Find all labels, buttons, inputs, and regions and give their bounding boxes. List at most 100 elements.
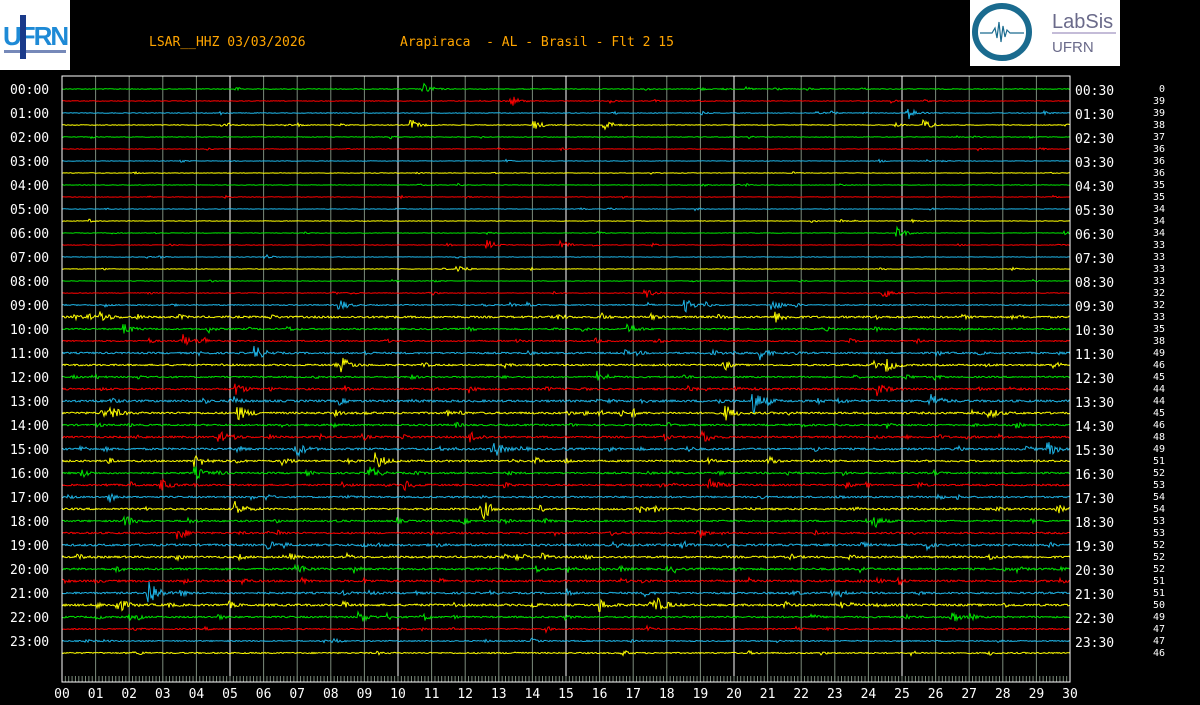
trace-row xyxy=(61,610,1071,622)
row-time-label-left: 18:00 xyxy=(10,515,49,530)
row-count: 51 xyxy=(1153,588,1165,599)
row-count: 49 xyxy=(1153,348,1165,359)
trace-row xyxy=(61,515,1071,529)
row-time-label-left: 05:00 xyxy=(10,203,49,218)
row-count: 44 xyxy=(1153,384,1165,395)
row-time-label-right: 18:30 xyxy=(1075,516,1114,531)
row-time-label-left: 16:00 xyxy=(10,467,49,482)
row-time-label-left: 23:00 xyxy=(10,635,49,650)
row-time-label-right: 06:30 xyxy=(1075,228,1114,243)
row-time-label-left: 09:00 xyxy=(10,299,49,314)
row-count: 44 xyxy=(1153,396,1165,407)
x-tick-label: 12 xyxy=(457,687,473,702)
row-count: 33 xyxy=(1153,312,1165,323)
row-count: 54 xyxy=(1153,492,1165,503)
row-count: 48 xyxy=(1153,432,1165,443)
row-time-label-left: 07:00 xyxy=(10,251,49,266)
x-tick-label: 19 xyxy=(693,687,709,702)
labsis-logo: LabSis UFRN xyxy=(970,0,1120,66)
trace-row xyxy=(61,576,1071,587)
row-time-label-right: 21:30 xyxy=(1075,588,1114,603)
row-count: 52 xyxy=(1153,540,1165,551)
row-count: 46 xyxy=(1153,360,1165,371)
x-tick-label: 21 xyxy=(760,687,776,702)
x-tick-label: 27 xyxy=(961,687,977,702)
plot-frame xyxy=(61,75,1071,683)
row-time-label-right: 03:30 xyxy=(1075,156,1114,171)
trace-row xyxy=(61,597,1071,612)
trace-row xyxy=(61,225,1071,237)
row-count: 32 xyxy=(1153,288,1165,299)
trace-row xyxy=(61,649,1071,657)
row-count: 35 xyxy=(1153,192,1165,203)
labsis-sub: UFRN xyxy=(1052,39,1094,56)
trace-row xyxy=(62,182,1071,188)
row-time-label-left: 19:00 xyxy=(10,539,49,554)
row-time-label-right: 11:30 xyxy=(1075,348,1114,363)
trace-row xyxy=(61,637,1071,644)
row-count: 52 xyxy=(1153,552,1165,563)
row-count: 0 xyxy=(1159,84,1165,95)
x-tick-label: 07 xyxy=(289,687,305,702)
x-tick-label: 01 xyxy=(88,687,104,702)
row-time-label-left: 12:00 xyxy=(10,371,49,386)
trace-row xyxy=(62,108,1071,120)
trace-row xyxy=(61,539,1071,552)
x-tick-label: 14 xyxy=(525,687,541,702)
row-count: 32 xyxy=(1153,300,1165,311)
row-count: 36 xyxy=(1153,144,1165,155)
trace-row xyxy=(62,194,1071,200)
x-tick-label: 04 xyxy=(189,687,205,702)
trace-row xyxy=(61,207,1071,212)
row-time-label-right: 05:30 xyxy=(1075,204,1114,219)
trace-row xyxy=(62,218,1071,224)
trace-row xyxy=(62,370,1071,381)
row-count: 45 xyxy=(1153,372,1165,383)
x-tick-label: 11 xyxy=(424,687,440,702)
row-time-label-right: 04:30 xyxy=(1075,180,1114,195)
row-time-label-right: 14:30 xyxy=(1075,420,1114,435)
row-time-label-left: 10:00 xyxy=(10,323,49,338)
trace-row xyxy=(61,529,1071,540)
trace-row xyxy=(61,345,1071,361)
trace-row xyxy=(61,135,1071,140)
row-count: 35 xyxy=(1153,180,1165,191)
trace-row xyxy=(61,357,1071,373)
trace-row xyxy=(61,421,1071,429)
x-tick-label: 18 xyxy=(659,687,675,702)
x-tick-label: 02 xyxy=(121,687,137,702)
trace-row xyxy=(61,96,1071,106)
row-count: 54 xyxy=(1153,504,1165,515)
trace-row xyxy=(61,492,1071,503)
row-time-label-right: 16:30 xyxy=(1075,468,1114,483)
x-tick-label: 24 xyxy=(861,687,877,702)
row-count: 34 xyxy=(1153,228,1165,239)
row-time-label-left: 14:00 xyxy=(10,419,49,434)
row-count: 34 xyxy=(1153,204,1165,215)
row-time-label-left: 21:00 xyxy=(10,587,49,602)
row-count: 33 xyxy=(1153,252,1165,263)
trace-row xyxy=(61,171,1070,175)
row-time-label-left: 04:00 xyxy=(10,179,49,194)
location-title: Arapiraca - AL - Brasil - Flt 2 15 xyxy=(400,35,674,50)
row-count: 38 xyxy=(1153,336,1165,347)
row-count: 39 xyxy=(1153,108,1165,119)
x-tick-label: 20 xyxy=(726,687,742,702)
row-count: 50 xyxy=(1153,600,1165,611)
row-time-label-left: 17:00 xyxy=(10,491,49,506)
row-time-label-right: 15:30 xyxy=(1075,444,1114,459)
row-time-label-left: 15:00 xyxy=(10,443,49,458)
trace-row xyxy=(61,299,1071,313)
row-count: 37 xyxy=(1153,132,1165,143)
trace-row xyxy=(61,118,1071,131)
row-time-label-right: 02:30 xyxy=(1075,132,1114,147)
x-tick-label: 03 xyxy=(155,687,171,702)
x-tick-label: 10 xyxy=(390,687,406,702)
row-time-label-right: 19:30 xyxy=(1075,540,1114,555)
row-time-label-left: 22:00 xyxy=(10,611,49,626)
row-time-label-left: 02:00 xyxy=(10,131,49,146)
x-tick-label: 00 xyxy=(54,687,70,702)
trace-row xyxy=(61,253,1071,260)
row-count: 51 xyxy=(1153,576,1165,587)
